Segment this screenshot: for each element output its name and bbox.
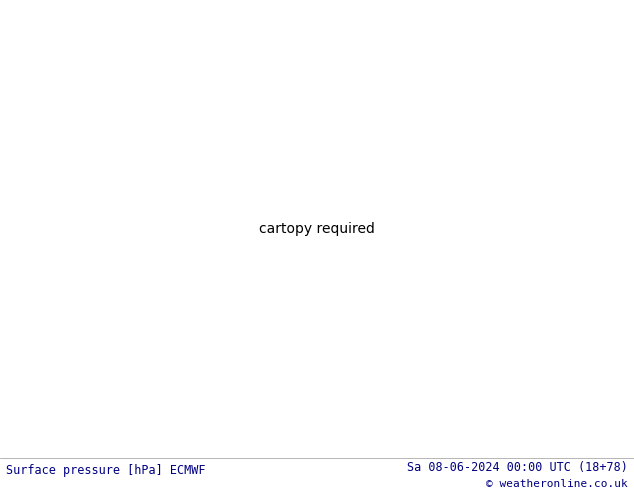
- Text: cartopy required: cartopy required: [259, 222, 375, 236]
- Text: © weatheronline.co.uk: © weatheronline.co.uk: [486, 479, 628, 489]
- Text: Sa 08-06-2024 00:00 UTC (18+78): Sa 08-06-2024 00:00 UTC (18+78): [407, 461, 628, 473]
- Text: Surface pressure [hPa] ECMWF: Surface pressure [hPa] ECMWF: [6, 465, 206, 477]
